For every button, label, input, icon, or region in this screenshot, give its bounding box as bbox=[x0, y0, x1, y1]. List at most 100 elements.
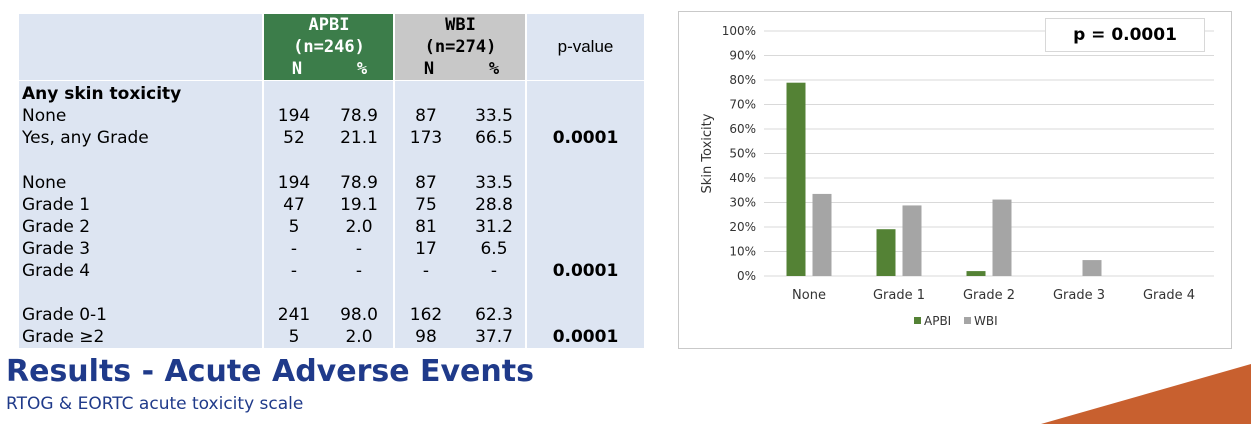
table-row: Grade 4 - - - - 0.0001 bbox=[19, 260, 644, 282]
row-label: Grade 2 bbox=[22, 217, 91, 237]
y-axis-label: Skin Toxicity bbox=[700, 113, 715, 193]
page-title: Results - Acute Adverse Events bbox=[6, 354, 534, 389]
row-label: Any skin toxicity bbox=[22, 84, 182, 104]
legend-swatch-apbi bbox=[914, 317, 921, 324]
column-divider bbox=[525, 14, 527, 348]
pvalue-cell: 0.0001 bbox=[552, 261, 619, 281]
apbi-header: APBI (n=246) N % bbox=[264, 14, 394, 80]
p-value-annotation: p = 0.0001 bbox=[1045, 18, 1205, 52]
apbi-pct-cell: - bbox=[355, 239, 363, 259]
legend-label-wbi: WBI bbox=[974, 314, 998, 328]
row-label: Yes, any Grade bbox=[22, 128, 149, 148]
pvalue-cell: 0.0001 bbox=[552, 327, 619, 347]
apbi-header-count: (n=246) bbox=[293, 37, 365, 57]
wbi-pct-cell: 6.5 bbox=[480, 239, 508, 259]
apbi-n-cell: 5 bbox=[288, 217, 300, 237]
wbi-pct-cell: 62.3 bbox=[475, 305, 513, 325]
wbi-n-cell: 17 bbox=[415, 239, 437, 259]
legend-swatch-wbi bbox=[964, 317, 971, 324]
corner-accent bbox=[1041, 364, 1251, 424]
wbi-pct-cell: 33.5 bbox=[475, 106, 513, 126]
y-tick-label: 40% bbox=[729, 171, 756, 185]
apbi-pct-cell: 2.0 bbox=[345, 327, 373, 347]
wbi-n-cell: 81 bbox=[415, 217, 437, 237]
wbi-pct-cell: 33.5 bbox=[475, 173, 513, 193]
x-category-label: Grade 4 bbox=[1143, 288, 1195, 303]
x-category-label: None bbox=[792, 288, 826, 303]
bar-wbi bbox=[1082, 260, 1102, 276]
apbi-n-cell: - bbox=[290, 239, 298, 259]
skin-toxicity-chart: 0% 10% 20% 30% 40% 50% 60% 70% 80% 90% 100% Skin To… bbox=[678, 11, 1232, 349]
wbi-pct-cell: - bbox=[490, 261, 498, 281]
apbi-pct-cell: 21.1 bbox=[340, 128, 378, 148]
table-row: Any skin toxicity bbox=[19, 83, 644, 105]
row-label: Grade ≥2 bbox=[22, 327, 105, 347]
apbi-pct-cell: 19.1 bbox=[340, 195, 378, 215]
apbi-pct-cell: 78.9 bbox=[340, 173, 378, 193]
y-tick-label: 80% bbox=[729, 73, 756, 87]
apbi-pct-cell: 78.9 bbox=[340, 106, 378, 126]
x-category-label: Grade 2 bbox=[963, 288, 1015, 303]
apbi-n-cell: 194 bbox=[277, 173, 311, 193]
y-tick-label: 100% bbox=[722, 24, 756, 38]
apbi-sub-n: N bbox=[291, 59, 303, 79]
apbi-pct-cell: - bbox=[355, 261, 363, 281]
apbi-pct-cell: 2.0 bbox=[345, 217, 373, 237]
wbi-pct-cell: 31.2 bbox=[475, 217, 513, 237]
apbi-n-cell: 47 bbox=[283, 195, 305, 215]
apbi-header-name: APBI bbox=[308, 15, 350, 35]
wbi-n-cell: 162 bbox=[409, 305, 443, 325]
y-tick-label: 70% bbox=[729, 98, 756, 112]
row-label: Grade 0-1 bbox=[22, 305, 107, 325]
table-row: Yes, any Grade 52 21.1 173 66.5 0.0001 bbox=[19, 127, 644, 149]
y-tick-label: 20% bbox=[729, 220, 756, 234]
apbi-n-cell: 52 bbox=[283, 128, 305, 148]
table-row: Grade 0-1 241 98.0 162 62.3 bbox=[19, 304, 644, 326]
y-tick-label: 50% bbox=[729, 147, 756, 161]
y-tick-label: 60% bbox=[729, 122, 756, 136]
table-row: Grade ≥2 5 2.0 98 37.7 0.0001 bbox=[19, 326, 644, 348]
toxicity-table: APBI (n=246) N % WBI (n=274) N % p-value… bbox=[19, 14, 644, 348]
wbi-pct-cell: 37.7 bbox=[475, 327, 513, 347]
apbi-n-cell: 5 bbox=[288, 327, 300, 347]
bar-wbi bbox=[902, 205, 922, 276]
wbi-n-cell: 87 bbox=[415, 173, 437, 193]
table-row: Grade 1 47 19.1 75 28.8 bbox=[19, 194, 644, 216]
column-divider bbox=[393, 14, 395, 348]
wbi-header-name: WBI bbox=[445, 15, 476, 35]
column-divider bbox=[262, 14, 264, 348]
wbi-n-cell: - bbox=[422, 261, 430, 281]
wbi-header-count: (n=274) bbox=[424, 37, 497, 57]
table-row: Grade 2 5 2.0 81 31.2 bbox=[19, 216, 644, 238]
wbi-header: WBI (n=274) N % bbox=[395, 14, 526, 80]
row-label: Grade 1 bbox=[22, 195, 91, 215]
legend-label-apbi: APBI bbox=[924, 314, 951, 328]
table-row: Grade 3 - - 17 6.5 bbox=[19, 238, 644, 260]
wbi-n-cell: 75 bbox=[415, 195, 437, 215]
row-label: None bbox=[22, 173, 67, 193]
apbi-n-cell: 241 bbox=[277, 305, 311, 325]
wbi-n-cell: 98 bbox=[415, 327, 437, 347]
bar-apbi bbox=[786, 82, 806, 276]
bar-wbi bbox=[992, 199, 1012, 276]
y-tick-label: 30% bbox=[729, 196, 756, 210]
pvalue-header: p-value bbox=[557, 37, 614, 56]
row-label: Grade 4 bbox=[22, 261, 91, 281]
bar-apbi bbox=[966, 271, 986, 276]
wbi-n-cell: 173 bbox=[409, 128, 443, 148]
row-label: None bbox=[22, 106, 67, 126]
y-tick-label: 10% bbox=[729, 245, 756, 259]
wbi-pct-cell: 66.5 bbox=[475, 128, 513, 148]
wbi-n-cell: 87 bbox=[415, 106, 437, 126]
apbi-pct-cell: 98.0 bbox=[340, 305, 378, 325]
wbi-sub-pct: % bbox=[488, 59, 500, 79]
pvalue-cell: 0.0001 bbox=[552, 128, 619, 148]
page-subtitle: RTOG & EORTC acute toxicity scale bbox=[6, 394, 304, 414]
header-divider bbox=[19, 80, 644, 81]
apbi-sub-pct: % bbox=[356, 59, 368, 79]
row-label: Grade 3 bbox=[22, 239, 91, 259]
bar-wbi bbox=[812, 193, 832, 276]
wbi-sub-n: N bbox=[423, 59, 435, 79]
table-row: None 194 78.9 87 33.5 bbox=[19, 172, 644, 194]
x-category-label: Grade 3 bbox=[1053, 288, 1105, 303]
